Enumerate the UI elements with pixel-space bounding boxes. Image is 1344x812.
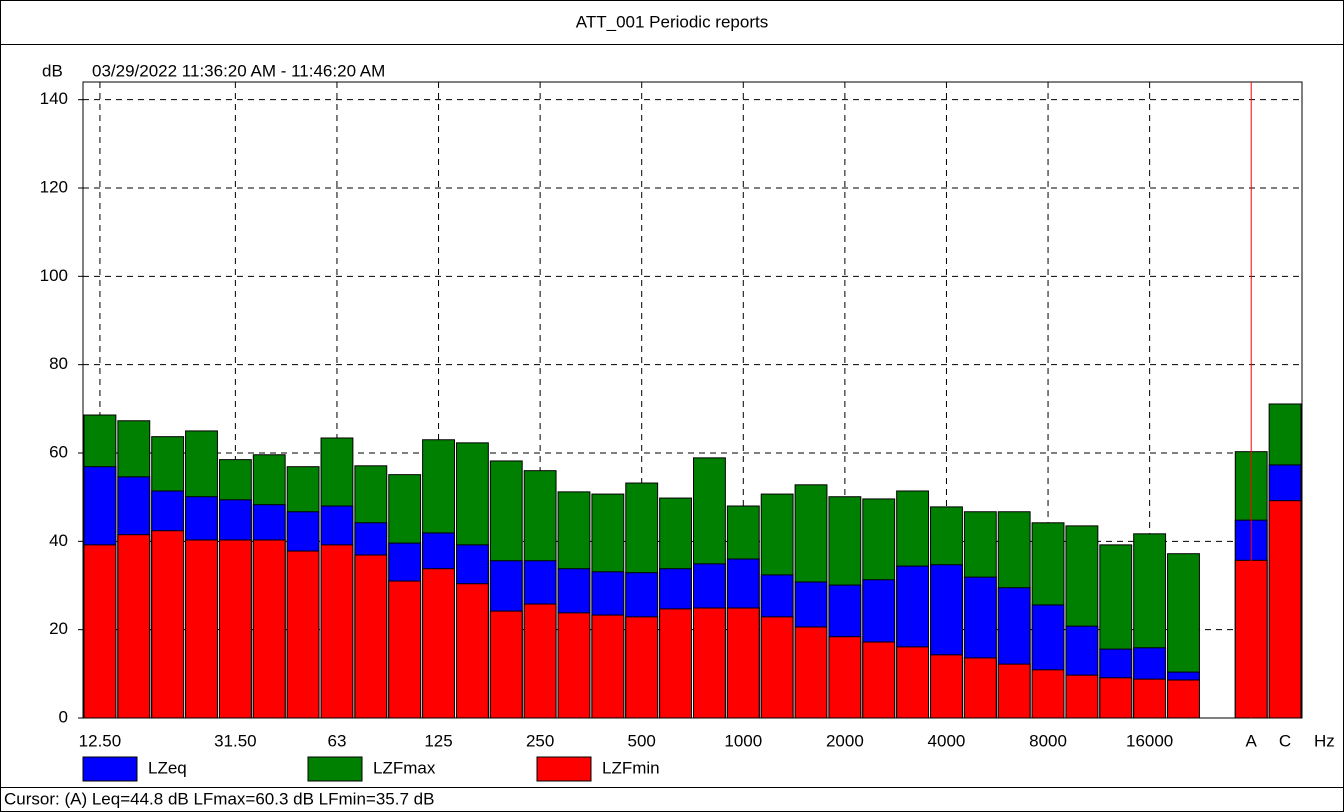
bar	[354, 554, 388, 719]
bar	[455, 583, 489, 719]
x-tick-label: 31.50	[214, 731, 257, 750]
x-tick-label: 63	[327, 731, 346, 750]
x-tick-label: A	[1246, 731, 1258, 750]
bar	[997, 663, 1031, 719]
y-tick-label: 40	[49, 531, 68, 550]
bar	[320, 544, 354, 719]
bar	[1065, 674, 1099, 719]
bar	[388, 580, 422, 719]
y-tick-label: 100	[40, 266, 68, 285]
bar	[930, 654, 963, 719]
bar	[252, 539, 286, 719]
bar	[659, 608, 693, 719]
bar	[760, 616, 794, 719]
bar	[185, 539, 218, 719]
x-tick-label: 1000	[724, 731, 762, 750]
bar	[218, 539, 252, 719]
legend-label: LZFmin	[602, 758, 660, 777]
legend-label: LZFmax	[373, 758, 436, 777]
bar	[693, 607, 726, 719]
bar	[828, 636, 862, 719]
cursor-readout: Cursor: (A) Leq=44.8 dB LFmax=60.3 dB LF…	[4, 789, 434, 808]
bar	[794, 626, 828, 719]
bar	[422, 568, 455, 719]
bar	[1099, 677, 1133, 719]
subtitle: 03/29/2022 11:36:20 AM - 11:46:20 AM	[92, 61, 385, 80]
x-tick-label: C	[1279, 731, 1291, 750]
bar	[625, 616, 659, 719]
bar	[523, 603, 557, 719]
bar	[726, 607, 760, 719]
legend-swatch	[307, 756, 363, 782]
y-tick-label: 120	[40, 177, 68, 196]
x-tick-label: 2000	[826, 731, 864, 750]
x-tick-label: 125	[424, 731, 452, 750]
chart-title: ATT_001 Periodic reports	[576, 12, 768, 31]
bar	[1167, 679, 1200, 719]
x-tick-label: 4000	[928, 731, 966, 750]
x-tick-label: 12.50	[79, 731, 122, 750]
x-tick-label: 16000	[1126, 731, 1173, 750]
bar	[1133, 678, 1167, 719]
y-tick-label: 140	[40, 89, 68, 108]
bar	[557, 612, 591, 719]
legend-label: LZeq	[148, 758, 187, 777]
x-tick-label: 8000	[1029, 731, 1067, 750]
y-tick-label: 80	[49, 354, 68, 373]
x-tick-label: 500	[628, 731, 656, 750]
y-tick-label: 60	[49, 442, 68, 461]
bar	[151, 530, 185, 719]
plot-border	[82, 81, 1303, 719]
x-axis-label: Hz	[1314, 731, 1335, 750]
bar	[896, 646, 930, 719]
bar	[1031, 669, 1065, 719]
bar	[963, 657, 997, 719]
y-axis-label: dB	[42, 61, 63, 80]
bar	[286, 550, 320, 719]
bar	[83, 544, 117, 719]
legend-swatch	[536, 756, 592, 782]
bar	[591, 614, 625, 719]
bar	[1268, 500, 1302, 719]
bar	[862, 641, 896, 719]
legend-swatch	[82, 756, 138, 782]
bar	[117, 534, 151, 719]
y-tick-label: 0	[59, 707, 68, 726]
y-tick-label: 20	[49, 619, 68, 638]
bar	[489, 610, 523, 719]
x-tick-label: 250	[526, 731, 554, 750]
